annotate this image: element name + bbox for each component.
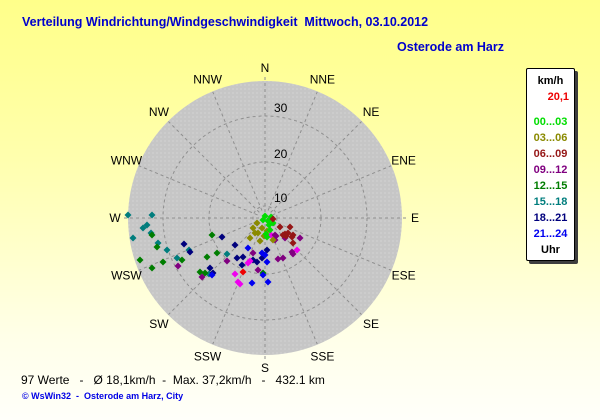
compass-label-se: SE bbox=[363, 317, 379, 331]
data-point-navy bbox=[239, 253, 247, 261]
status-summary: 97 Werte - Ø 18,1km/h - Max. 37,2km/h - … bbox=[21, 373, 325, 387]
data-point-green bbox=[148, 264, 156, 272]
data-point-olive bbox=[246, 234, 254, 242]
data-point-navy bbox=[180, 240, 188, 248]
data-point-navy bbox=[253, 258, 261, 266]
legend-bins: 00...03 03...06 06...09 09...12 12...15 15...… bbox=[534, 114, 568, 242]
page-title: Verteilung Windrichtung/Windgeschwindigk… bbox=[22, 15, 429, 29]
data-point-green bbox=[159, 258, 167, 266]
data-point-green bbox=[208, 231, 216, 239]
compass-label-s: S bbox=[261, 361, 269, 375]
data-point-maroon bbox=[289, 231, 297, 239]
legend-bin-15---18: 15...18 bbox=[533, 196, 568, 208]
compass-label-sw: SW bbox=[149, 317, 169, 331]
data-point-magenta bbox=[231, 270, 239, 278]
data-point-purple bbox=[296, 234, 304, 242]
data-point-purple bbox=[198, 273, 206, 281]
data-point-green bbox=[203, 253, 211, 261]
legend-bin-09---12: 09...12 bbox=[533, 164, 568, 176]
compass-label-wsw: WSW bbox=[111, 268, 142, 282]
data-point-navy bbox=[186, 248, 194, 256]
data-point-purple bbox=[223, 257, 231, 265]
legend-box: km/h 20,1 00...03 03...06 06...09 09...12 12… bbox=[526, 68, 575, 261]
compass-label-ssw: SSW bbox=[194, 350, 222, 364]
ring-label-30: 30 bbox=[274, 101, 288, 115]
compass-label-nne: NNE bbox=[310, 72, 335, 86]
grid-ring-20 bbox=[208, 161, 322, 275]
data-point-blue bbox=[248, 279, 256, 287]
data-point-navy bbox=[231, 241, 239, 249]
data-point-blue bbox=[208, 271, 216, 279]
data-point-purple bbox=[274, 255, 282, 263]
data-point-olive bbox=[269, 236, 277, 244]
compass-label-ne: NE bbox=[363, 105, 380, 119]
legend-current-value: 20,1 bbox=[547, 91, 569, 103]
ring-label-10: 10 bbox=[274, 191, 288, 205]
legend-bin-12---15: 12...15 bbox=[533, 180, 568, 192]
compass-label-n: N bbox=[261, 61, 270, 75]
data-point-blue bbox=[261, 251, 269, 259]
data-point-navy bbox=[206, 264, 214, 272]
legend-bin-21---24: 21...24 bbox=[533, 228, 568, 240]
legend-unit-header: km/h bbox=[537, 75, 564, 87]
data-point-olive bbox=[258, 224, 266, 232]
data-point-lime bbox=[261, 212, 269, 220]
data-point-navy bbox=[238, 261, 246, 269]
data-point-lime bbox=[266, 226, 274, 234]
data-point-green bbox=[136, 256, 144, 264]
data-point-blue bbox=[264, 278, 272, 286]
legend-bin-06---09: 06...09 bbox=[533, 148, 568, 160]
data-point-maroon bbox=[276, 223, 284, 231]
ring-label-20: 20 bbox=[274, 147, 288, 161]
compass-label-e: E bbox=[411, 211, 419, 225]
data-point-maroon bbox=[269, 215, 277, 223]
data-point-magenta bbox=[236, 280, 244, 288]
data-point-teal bbox=[129, 234, 137, 242]
data-point-olive bbox=[253, 219, 261, 227]
data-point-purple bbox=[279, 254, 287, 262]
data-point-purple bbox=[174, 262, 182, 270]
data-point-green bbox=[178, 256, 186, 264]
legend-footer-uhr: Uhr bbox=[541, 244, 560, 256]
data-point-green bbox=[153, 243, 161, 251]
compass-label-nnw: NNW bbox=[193, 72, 222, 86]
legend-bin-18---21: 18...21 bbox=[533, 212, 568, 224]
legend-bin-00---03: 00...03 bbox=[533, 116, 568, 128]
data-point-blue bbox=[259, 271, 267, 279]
data-point-teal bbox=[139, 224, 147, 232]
data-point-navy bbox=[218, 233, 226, 241]
data-point-olive bbox=[256, 237, 264, 245]
data-point-lime bbox=[263, 233, 271, 241]
compass-label-nw: NW bbox=[149, 105, 170, 119]
data-point-red bbox=[239, 268, 247, 276]
data-point-olive bbox=[254, 229, 262, 237]
compass-label-wnw: WNW bbox=[111, 154, 143, 168]
copyright-line: © WsWin32 - Osterode am Harz, City bbox=[22, 391, 184, 401]
compass-label-sse: SSE bbox=[310, 350, 334, 364]
grid-ring-30 bbox=[162, 115, 368, 321]
data-point-blue bbox=[263, 258, 271, 266]
data-point-teal bbox=[124, 211, 132, 219]
data-point-green bbox=[213, 249, 221, 257]
compass-label-w: W bbox=[109, 211, 121, 225]
legend-bin-03---06: 03...06 bbox=[533, 132, 568, 144]
data-point-green bbox=[148, 231, 156, 239]
data-point-magenta bbox=[246, 257, 254, 265]
data-point-purple bbox=[254, 266, 262, 274]
data-point-teal bbox=[223, 250, 231, 258]
data-point-lime bbox=[269, 219, 277, 227]
data-point-teal bbox=[163, 246, 171, 254]
data-point-navy bbox=[233, 254, 241, 262]
data-point-maroon bbox=[286, 223, 294, 231]
data-point-purple bbox=[289, 250, 297, 258]
station-name: Osterode am Harz bbox=[397, 40, 504, 54]
data-point-maroon bbox=[289, 239, 297, 247]
data-point-teal bbox=[148, 211, 156, 219]
compass-label-ese: ESE bbox=[392, 268, 416, 282]
data-point-blue bbox=[244, 244, 252, 252]
compass-label-ene: ENE bbox=[391, 154, 416, 168]
data-point-purple bbox=[249, 249, 257, 257]
